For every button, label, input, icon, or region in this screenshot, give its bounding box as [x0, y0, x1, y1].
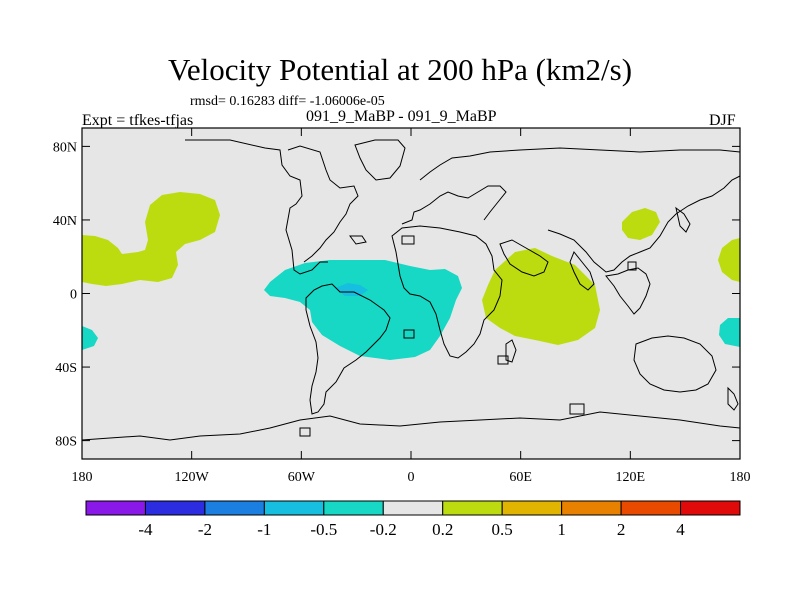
colorbar-swatch	[323, 500, 384, 516]
lat-tick-label: 40S	[55, 361, 77, 376]
coastline-greenland	[354, 139, 406, 181]
season-label: DJF	[709, 112, 736, 129]
positive-anomaly-east-edge	[718, 238, 740, 282]
colorbar-label: -1	[257, 520, 271, 539]
colorbar-label: -0.2	[370, 520, 397, 539]
negative-anomaly-americas	[264, 260, 462, 360]
coastline-japan	[675, 206, 691, 233]
axis-tick-labels: 80N 40N 0 40S 80S 180 120W 60W 0 60E 120E 180	[53, 140, 751, 485]
colorbar-swatch	[561, 500, 622, 516]
colorbar-label: -2	[198, 520, 212, 539]
negative-anomaly-core	[335, 283, 368, 296]
positive-anomaly-north-pacific	[82, 192, 220, 286]
colorbar-swatch	[204, 500, 265, 516]
lon-tick-label: 180	[72, 470, 93, 485]
coastline-antarctica	[81, 411, 741, 441]
colorbar-swatch	[85, 500, 146, 516]
colorbar-label: 1	[557, 520, 566, 539]
colorbar-swatch	[263, 500, 325, 516]
coastline-eurasia	[419, 147, 741, 181]
coastline-africa	[391, 225, 503, 359]
coastline-arabia	[499, 239, 549, 277]
colorbar-label: 2	[617, 520, 626, 539]
colorbar-swatch	[442, 500, 503, 516]
coastlines	[81, 139, 741, 441]
colorbar: -4 -2 -1 -0.5 -0.2 0.2 0.5 1 2 4	[85, 500, 741, 539]
coastline-asia-south	[547, 175, 741, 273]
lon-tick-label: 120W	[175, 470, 210, 485]
stats-label: rmsd= 0.16283 diff= -1.06006e-05	[190, 94, 385, 109]
coastline-north-america-east	[287, 145, 359, 263]
negative-anomaly-east-edge	[719, 318, 740, 347]
lon-tick-label: 180	[730, 470, 751, 485]
colorbar-label: -0.5	[310, 520, 337, 539]
experiment-label: Expt = tfkes-tfjas	[82, 112, 194, 129]
colorbar-swatch	[680, 500, 741, 516]
coastline-north-america	[185, 139, 328, 275]
negative-anomaly-west-edge	[82, 326, 98, 350]
coastline-australia	[633, 335, 717, 393]
colorbar-swatch	[382, 500, 444, 516]
lat-tick-label: 80N	[53, 140, 77, 155]
positive-anomaly-indian-ocean	[482, 248, 600, 345]
coastline-europe	[401, 185, 507, 225]
colorbar-swatch	[144, 500, 206, 516]
coastline-madagascar	[505, 339, 517, 363]
coastline-south-america	[305, 283, 391, 415]
lon-tick-label: 60E	[509, 470, 532, 485]
lon-tick-label: 0	[408, 470, 415, 485]
colorbar-label: 4	[676, 520, 685, 539]
colorbar-swatch	[620, 500, 682, 516]
coastline-islands	[299, 235, 637, 437]
lon-tick-label: 60W	[288, 470, 316, 485]
chart-title: Velocity Potential at 200 hPa (km2/s)	[167, 52, 633, 87]
positive-anomaly-east-asia	[622, 208, 660, 240]
colorbar-label: 0.2	[432, 520, 453, 539]
colorbar-swatch	[501, 500, 563, 516]
case-label: 091_9_MaBP - 091_9_MaBP	[306, 108, 497, 125]
lon-tick-label: 120E	[616, 470, 646, 485]
colorbar-label: -4	[138, 520, 153, 539]
colorbar-label: 0.5	[492, 520, 513, 539]
axis-ticks	[81, 128, 741, 459]
lat-tick-label: 0	[70, 288, 77, 303]
contour-fills	[82, 192, 740, 360]
lat-tick-label: 80S	[55, 435, 77, 450]
coastline-new-zealand	[727, 386, 739, 411]
lat-tick-label: 40N	[53, 214, 77, 229]
coastline-india	[569, 251, 595, 291]
